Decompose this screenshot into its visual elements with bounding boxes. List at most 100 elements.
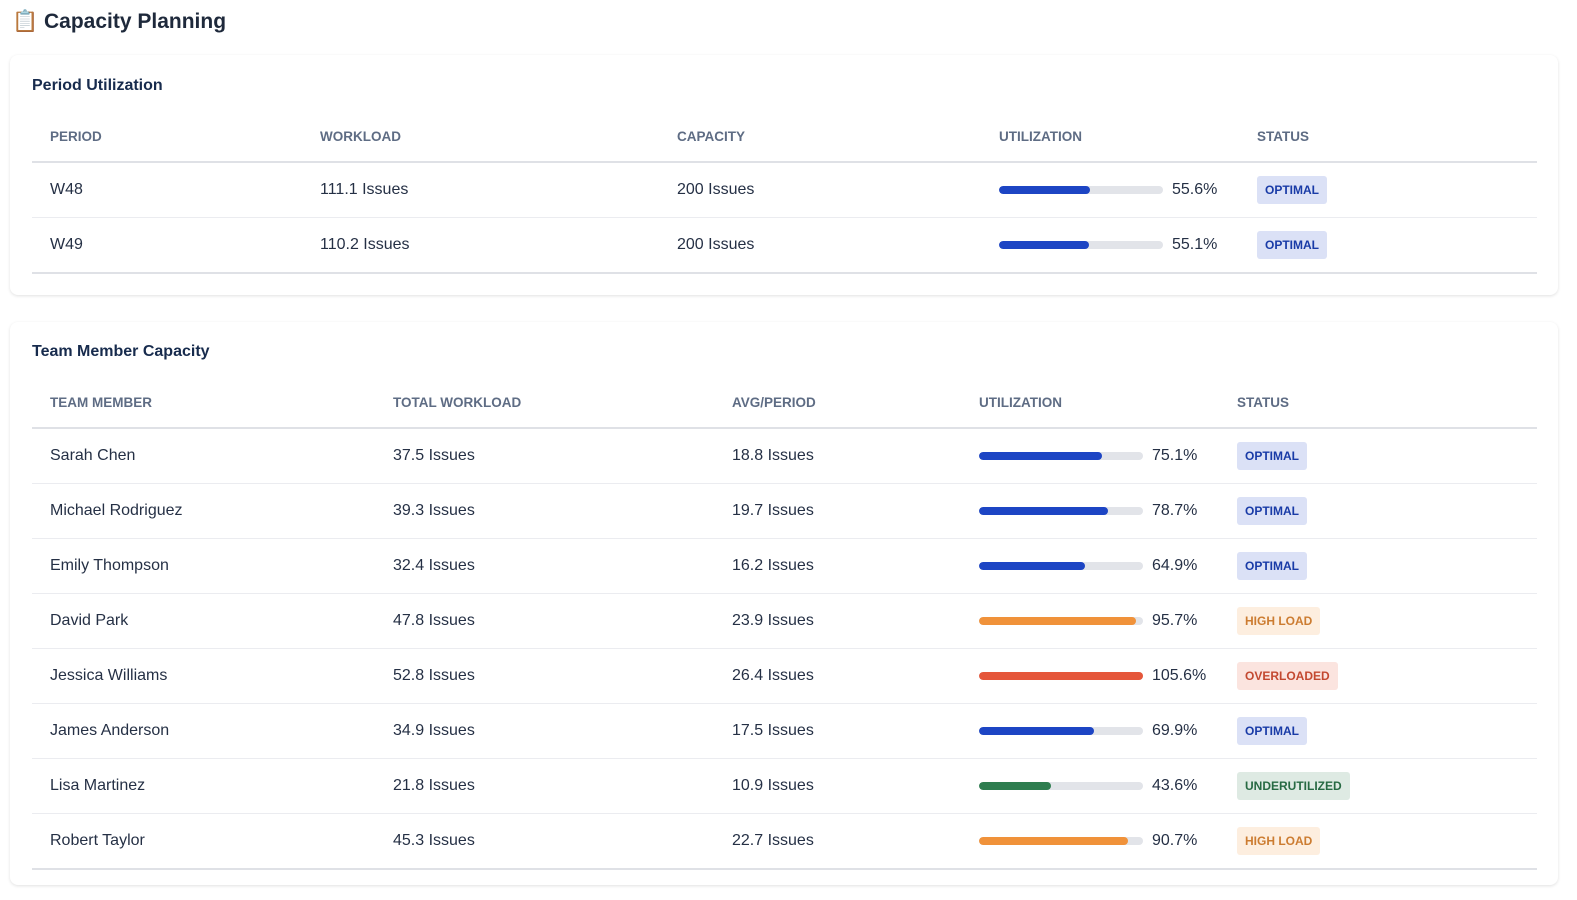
cell: OPTIMAL (1219, 428, 1537, 484)
utilization: 75.1% (979, 447, 1219, 465)
cell-text: 21.8 Issues (393, 777, 475, 794)
cell: 32.4 Issues (375, 538, 714, 594)
cell-text: 39.3 Issues (393, 502, 475, 519)
cell-text: 23.9 Issues (732, 612, 814, 629)
bar-track (979, 562, 1143, 570)
cell: OVERLOADED (1219, 648, 1537, 704)
cell: W49 (32, 217, 302, 274)
column-header: STATUS (1239, 111, 1537, 163)
cell: 22.7 Issues (714, 813, 961, 870)
bar-track (979, 727, 1143, 735)
utilization-bar (979, 782, 1051, 790)
cell: UNDERUTILIZED (1219, 758, 1537, 814)
cell-text: 32.4 Issues (393, 557, 475, 574)
utilization: 64.9% (979, 557, 1219, 575)
table-body: W48 111.1 Issues 200 Issues 55.6% OPTIMAL W49… (32, 162, 1537, 274)
cell: 34.9 Issues (375, 703, 714, 759)
column-header: CAPACITY (659, 111, 981, 163)
utilization: 43.6% (979, 777, 1219, 795)
utilization-label: 90.7% (1152, 832, 1198, 849)
column-header: UTILIZATION (961, 377, 1219, 429)
table-row: James Anderson 34.9 Issues 17.5 Issues 69.9… (32, 703, 1537, 759)
cell-text: 200 Issues (677, 236, 755, 253)
cell-text: 19.7 Issues (732, 502, 814, 519)
cell-text: Sarah Chen (50, 447, 136, 464)
utilization-label: 64.9% (1152, 557, 1198, 574)
cell: 43.6% (961, 758, 1219, 814)
cell-text: Emily Thompson (50, 557, 169, 574)
status-badge: OPTIMAL (1257, 231, 1327, 259)
cell: Lisa Martinez (32, 758, 375, 814)
bar-track (999, 186, 1163, 194)
cell: 64.9% (961, 538, 1219, 594)
cell: OPTIMAL (1239, 217, 1537, 274)
cell-text: 200 Issues (677, 181, 755, 198)
cell: 105.6% (961, 648, 1219, 704)
utilization-bar (979, 562, 1086, 570)
utilization-bar (979, 452, 1103, 460)
cell: OPTIMAL (1219, 538, 1537, 594)
table-row: Robert Taylor 45.3 Issues 22.7 Issues 90.7%… (32, 813, 1537, 870)
utilization-bar (979, 617, 1136, 625)
bar-track (979, 617, 1143, 625)
bar-track (979, 452, 1143, 460)
column-header: PERIOD (32, 111, 302, 163)
utilization-label: 55.6% (1172, 181, 1218, 198)
period-table: PERIOD WORKLOAD CAPACITY UTILIZATION STATUS W… (32, 111, 1537, 274)
column-header: WORKLOAD (302, 111, 659, 163)
cell-text: 26.4 Issues (732, 667, 814, 684)
cell: 17.5 Issues (714, 703, 961, 759)
cell: 110.2 Issues (302, 217, 659, 274)
cell: 18.8 Issues (714, 428, 961, 484)
table-row: W49 110.2 Issues 200 Issues 55.1% OPTIMAL (32, 217, 1537, 274)
cell: 52.8 Issues (375, 648, 714, 704)
status-badge: OPTIMAL (1237, 497, 1307, 525)
utilization-label: 55.1% (1172, 236, 1218, 253)
cell-text: 34.9 Issues (393, 722, 475, 739)
column-header: STATUS (1219, 377, 1537, 429)
utilization-bar (979, 507, 1109, 515)
cell-text: Jessica Williams (50, 667, 168, 684)
cell: 69.9% (961, 703, 1219, 759)
cell-text: 10.9 Issues (732, 777, 814, 794)
cell-text: W48 (50, 181, 83, 198)
cell-text: W49 (50, 236, 83, 253)
utilization-label: 43.6% (1152, 777, 1198, 794)
cell-text: 16.2 Issues (732, 557, 814, 574)
bar-track (999, 241, 1163, 249)
cell: 19.7 Issues (714, 483, 961, 539)
utilization: 90.7% (979, 832, 1219, 850)
header-row: PERIOD WORKLOAD CAPACITY UTILIZATION STATUS (32, 111, 1537, 163)
page-title: 📋 Capacity Planning (12, 10, 227, 33)
column-header: TEAM MEMBER (32, 377, 375, 429)
status-badge: OPTIMAL (1257, 176, 1327, 204)
cell-text: 110.2 Issues (320, 236, 410, 253)
cell: 78.7% (961, 483, 1219, 539)
status-badge: OPTIMAL (1237, 717, 1307, 745)
status-badge: OVERLOADED (1237, 662, 1338, 690)
cell: Robert Taylor (32, 813, 375, 870)
table-row: Lisa Martinez 21.8 Issues 10.9 Issues 43.6%… (32, 758, 1537, 814)
status-badge: OPTIMAL (1237, 442, 1307, 470)
utilization-bar (999, 186, 1091, 194)
bar-track (979, 837, 1143, 845)
cell: Emily Thompson (32, 538, 375, 594)
table-body: Sarah Chen 37.5 Issues 18.8 Issues 75.1% OPT… (32, 428, 1537, 870)
utilization-bar (979, 727, 1094, 735)
cell: 75.1% (961, 428, 1219, 484)
cell-text: Michael Rodriguez (50, 502, 183, 519)
cell-text: Lisa Martinez (50, 777, 146, 794)
cell-text: 52.8 Issues (393, 667, 475, 684)
cell-text: 47.8 Issues (393, 612, 475, 629)
team-card: Team Member Capacity TEAM MEMBER TOTAL WO… (10, 322, 1558, 885)
cell: Sarah Chen (32, 428, 375, 484)
team-table: TEAM MEMBER TOTAL WORKLOAD AVG/PERIOD UTILI… (32, 377, 1537, 870)
table-row: Emily Thompson 32.4 Issues 16.2 Issues 64.9… (32, 538, 1537, 594)
utilization: 95.7% (979, 612, 1219, 630)
cell: 23.9 Issues (714, 593, 961, 649)
table-row: Jessica Williams 52.8 Issues 26.4 Issues 10… (32, 648, 1537, 704)
cell: Jessica Williams (32, 648, 375, 704)
table-head: PERIOD WORKLOAD CAPACITY UTILIZATION STATUS (32, 111, 1537, 163)
card-title: Period Utilization (32, 77, 163, 94)
